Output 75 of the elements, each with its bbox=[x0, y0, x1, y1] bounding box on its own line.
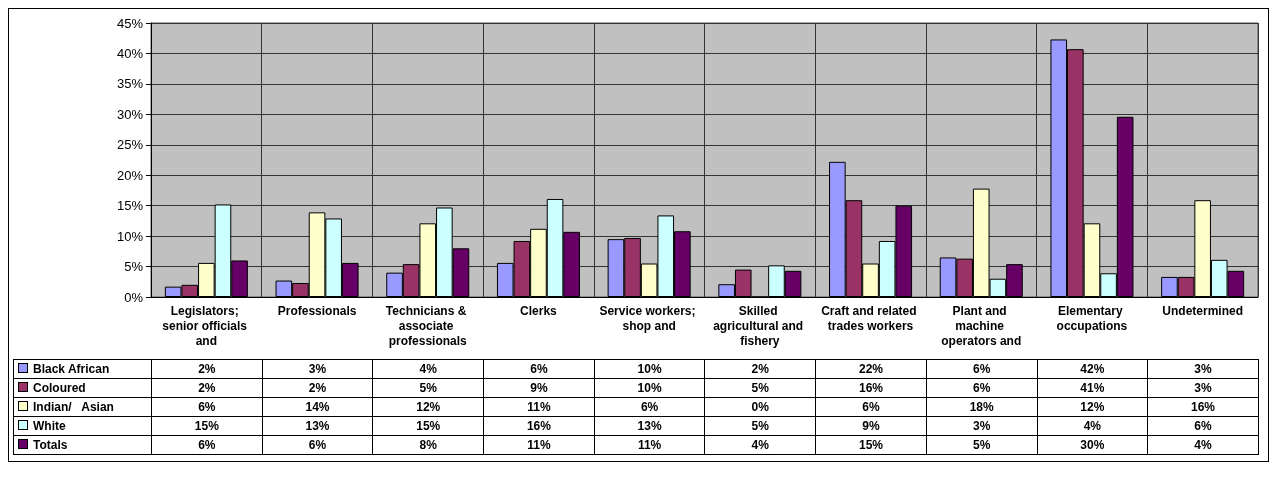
data-label: 5% bbox=[704, 416, 816, 436]
y-tick-label: 25% bbox=[116, 137, 144, 153]
data-label: 6% bbox=[151, 435, 263, 455]
data-label: 4% bbox=[1037, 416, 1148, 436]
data-label: 0% bbox=[704, 397, 816, 417]
y-tick-label: 10% bbox=[116, 228, 144, 244]
x-tick-label: Service workers; shop and bbox=[599, 303, 699, 333]
data-label: 2% bbox=[151, 378, 263, 398]
data-label: 14% bbox=[262, 397, 373, 417]
data-label: 11% bbox=[594, 435, 705, 455]
data-label: 3% bbox=[1147, 359, 1259, 379]
data-label: 15% bbox=[815, 435, 927, 455]
data-label: 13% bbox=[262, 416, 373, 436]
data-label: 42% bbox=[1037, 359, 1148, 379]
legend-label: Totals bbox=[13, 435, 152, 455]
data-label: 3% bbox=[926, 416, 1037, 436]
y-tick-label: 45% bbox=[116, 15, 144, 31]
data-label: 8% bbox=[372, 435, 484, 455]
y-tick-label: 0% bbox=[124, 289, 144, 305]
y-tick-label: 20% bbox=[116, 167, 144, 183]
data-label: 6% bbox=[483, 359, 595, 379]
data-label: 16% bbox=[815, 378, 927, 398]
y-tick-label: 40% bbox=[116, 45, 144, 61]
data-label: 4% bbox=[372, 359, 484, 379]
data-label: 15% bbox=[151, 416, 263, 436]
x-tick-label: Technicians & associate professionals bbox=[385, 303, 470, 348]
y-tick-label: 15% bbox=[116, 198, 144, 214]
x-tick-label: Skilled agricultural and fishery bbox=[713, 303, 807, 348]
legend-label: Black African bbox=[13, 359, 152, 379]
data-label: 18% bbox=[926, 397, 1037, 417]
data-label: 12% bbox=[1037, 397, 1148, 417]
data-label: 41% bbox=[1037, 378, 1148, 398]
data-label: 4% bbox=[1147, 435, 1259, 455]
data-label: 13% bbox=[594, 416, 705, 436]
data-label: 6% bbox=[594, 397, 705, 417]
data-label: 9% bbox=[483, 378, 595, 398]
y-tick-label: 5% bbox=[124, 259, 144, 275]
data-label: 6% bbox=[151, 397, 263, 417]
data-label: 30% bbox=[1037, 435, 1148, 455]
data-label: 22% bbox=[815, 359, 927, 379]
data-label: 9% bbox=[815, 416, 927, 436]
x-tick-label: Craft and related trades workers bbox=[821, 303, 920, 333]
x-tick-label: Clerks bbox=[520, 303, 558, 318]
data-label: 16% bbox=[483, 416, 595, 436]
data-label: 11% bbox=[483, 435, 595, 455]
x-tick-label: Undetermined bbox=[1162, 303, 1243, 318]
x-tick-label: Legislators; senior officials and bbox=[162, 303, 251, 348]
data-label: 4% bbox=[704, 435, 816, 455]
data-label: 5% bbox=[704, 378, 816, 398]
data-label: 12% bbox=[372, 397, 484, 417]
legend-label: White bbox=[13, 416, 152, 436]
data-label: 15% bbox=[372, 416, 484, 436]
x-tick-label: Professionals bbox=[277, 303, 357, 318]
data-label: 2% bbox=[262, 378, 373, 398]
data-label: 5% bbox=[372, 378, 484, 398]
data-label: 6% bbox=[1147, 416, 1259, 436]
y-tick-label: 30% bbox=[116, 106, 144, 122]
data-label: 6% bbox=[926, 359, 1037, 379]
legend-label: Indian/ Asian bbox=[13, 397, 152, 417]
data-label: 5% bbox=[926, 435, 1037, 455]
y-tick-label: 35% bbox=[116, 76, 144, 92]
data-label: 10% bbox=[594, 378, 705, 398]
data-label: 2% bbox=[704, 359, 816, 379]
data-label: 11% bbox=[483, 397, 595, 417]
data-label: 16% bbox=[1147, 397, 1259, 417]
data-label: 3% bbox=[262, 359, 373, 379]
data-label: 2% bbox=[151, 359, 263, 379]
legend-label: Coloured bbox=[13, 378, 152, 398]
data-label: 3% bbox=[1147, 378, 1259, 398]
data-label: 10% bbox=[594, 359, 705, 379]
data-label: 6% bbox=[926, 378, 1037, 398]
data-label: 6% bbox=[262, 435, 373, 455]
data-label: 6% bbox=[815, 397, 927, 417]
x-tick-label: Elementary occupations bbox=[1056, 303, 1128, 333]
x-tick-label: Plant and machine operators and bbox=[941, 303, 1022, 348]
